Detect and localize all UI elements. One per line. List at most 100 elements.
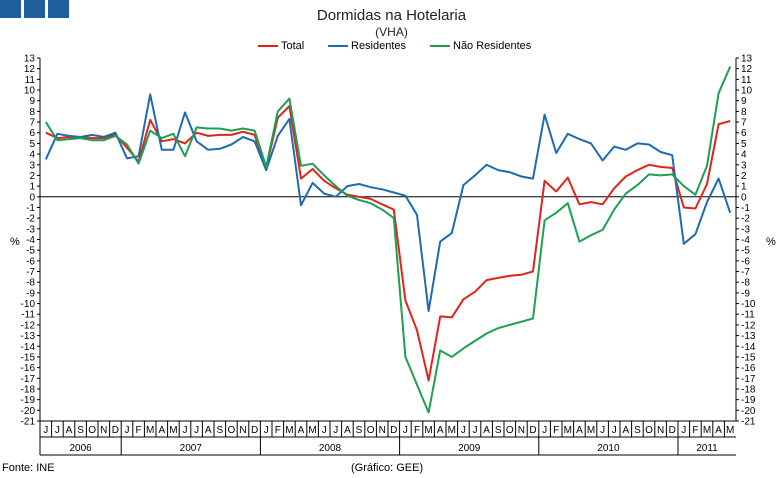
y-tick-label-right: 0 bbox=[741, 192, 747, 203]
y-tick-label-right: -21 bbox=[741, 417, 756, 428]
y-tick-label-right: 2 bbox=[741, 171, 747, 182]
legend-label-nao-residentes: Não Residentes bbox=[453, 40, 532, 52]
y-tick-label-left: 5 bbox=[29, 139, 35, 150]
logo-block-1 bbox=[0, 0, 21, 18]
x-tick-label-month: D bbox=[390, 425, 397, 436]
y-tick-label-right: -1 bbox=[741, 203, 750, 214]
y-tick-label-left: -17 bbox=[21, 374, 36, 385]
footer-source: Fonte: INE bbox=[2, 462, 55, 474]
y-tick-label-left: 3 bbox=[29, 160, 35, 171]
x-tick-label-month: A bbox=[622, 425, 629, 436]
x-tick-label-month: M bbox=[726, 425, 734, 436]
x-tick-label-month: D bbox=[251, 425, 258, 436]
x-tick-label-month: N bbox=[518, 425, 525, 436]
y-tick-label-right: 12 bbox=[741, 64, 753, 75]
x-tick-label-month: N bbox=[239, 425, 246, 436]
y-tick-label-right: 11 bbox=[741, 75, 752, 86]
x-tick-label-month: A bbox=[576, 425, 583, 436]
x-tick-label-year: 2008 bbox=[319, 443, 342, 454]
x-tick-label-year: 2007 bbox=[180, 443, 203, 454]
axes bbox=[39, 58, 737, 456]
y-tick-label-right: 7 bbox=[741, 118, 747, 129]
x-tick-label-month: M bbox=[448, 425, 456, 436]
y-tick-label-left: -13 bbox=[21, 331, 36, 342]
y-tick-label-right: -8 bbox=[741, 278, 750, 289]
x-tick-label-month: M bbox=[703, 425, 711, 436]
y-tick-label-right: -20 bbox=[741, 406, 756, 417]
legend-label-residentes: Residentes bbox=[351, 40, 407, 52]
y-tick-label-left: -12 bbox=[21, 320, 36, 331]
x-tick-label-month: O bbox=[506, 425, 514, 436]
x-tick-label-month: F bbox=[414, 425, 420, 436]
x-tick-label-month: S bbox=[495, 425, 502, 436]
x-tick-label-month: O bbox=[88, 425, 96, 436]
y-tick-label-right: 1 bbox=[741, 182, 747, 193]
y-axis-label-left: % bbox=[10, 236, 20, 248]
y-tick-label-right: -11 bbox=[741, 310, 755, 321]
y-tick-label-left: -8 bbox=[26, 278, 35, 289]
y-tick-label-left: -11 bbox=[21, 310, 35, 321]
y-tick-label-right: 13 bbox=[741, 54, 753, 65]
y-tick-label-right: 9 bbox=[741, 96, 747, 107]
y-tick-label-left: 9 bbox=[29, 96, 35, 107]
x-tick-label-month: J bbox=[194, 425, 199, 436]
x-tick-label-month: F bbox=[692, 425, 698, 436]
y-tick-label-left: 7 bbox=[29, 118, 35, 129]
y-tick-label-left: 11 bbox=[25, 75, 36, 86]
x-tick-label-month: J bbox=[43, 425, 48, 436]
y-axis-label-right: % bbox=[766, 236, 776, 248]
y-tick-label-right: -17 bbox=[741, 374, 756, 385]
y-tick-label-right: -15 bbox=[741, 352, 756, 363]
y-tick-label-left: -3 bbox=[26, 224, 35, 235]
x-tick-label-month: N bbox=[657, 425, 664, 436]
x-tick-label-year: 2011 bbox=[696, 443, 718, 454]
y-tick-label-right: 8 bbox=[741, 107, 747, 118]
y-tick-label-left: -7 bbox=[26, 267, 35, 278]
x-tick-label-month: A bbox=[298, 425, 305, 436]
y-tick-label-right: 4 bbox=[741, 150, 747, 161]
y-tick-label-right: 6 bbox=[741, 128, 747, 139]
x-tick-label-month: A bbox=[715, 425, 722, 436]
x-tick-label-month: J bbox=[473, 425, 478, 436]
x-tick-label-month: S bbox=[634, 425, 641, 436]
y-tick-label-right: -4 bbox=[741, 235, 750, 246]
y-tick-label-right: -19 bbox=[741, 395, 756, 406]
y-tick-label-right: -16 bbox=[741, 363, 756, 374]
x-tick-label-year: 2010 bbox=[597, 443, 620, 454]
y-tick-label-right: -9 bbox=[741, 288, 750, 299]
x-tick-label-month: A bbox=[158, 425, 165, 436]
x-tick-label-month: O bbox=[367, 425, 375, 436]
x-tick-label-month: A bbox=[483, 425, 490, 436]
x-tick-label-month: M bbox=[564, 425, 572, 436]
x-tick-label-month: J bbox=[403, 425, 408, 436]
y-tick-label-left: -2 bbox=[26, 214, 35, 225]
y-tick-label-left: -10 bbox=[21, 299, 36, 310]
y-tick-label-left: -9 bbox=[26, 288, 35, 299]
x-tick-label-month: J bbox=[681, 425, 686, 436]
legend-item-total: Total bbox=[258, 40, 304, 52]
y-tick-label-left: 1 bbox=[29, 182, 35, 193]
x-tick-label-month: J bbox=[600, 425, 605, 436]
legend-swatch-total bbox=[258, 45, 278, 48]
y-tick-label-right: 5 bbox=[741, 139, 747, 150]
x-tick-label-month: F bbox=[136, 425, 142, 436]
x-tick-label-month: O bbox=[228, 425, 236, 436]
y-tick-label-right: -14 bbox=[741, 342, 756, 353]
x-tick-label-month: A bbox=[66, 425, 73, 436]
y-tick-label-left: 4 bbox=[29, 150, 35, 161]
y-tick-label-right: -12 bbox=[741, 320, 756, 331]
y-tick-label-left: -18 bbox=[21, 384, 36, 395]
y-tick-label-left: 13 bbox=[24, 54, 36, 65]
y-tick-label-left: -19 bbox=[21, 395, 36, 406]
x-tick-label-month: M bbox=[308, 425, 316, 436]
y-tick-label-right: -2 bbox=[741, 214, 750, 225]
y-tick-label-right: -7 bbox=[741, 267, 750, 278]
y-tick-label-right: -13 bbox=[741, 331, 756, 342]
x-tick-label-month: O bbox=[645, 425, 653, 436]
y-tick-label-left: -5 bbox=[26, 246, 35, 257]
y-tick-label-left: 10 bbox=[24, 86, 36, 97]
x-tick-label-month: M bbox=[587, 425, 595, 436]
y-tick-label-left: 12 bbox=[24, 64, 36, 75]
